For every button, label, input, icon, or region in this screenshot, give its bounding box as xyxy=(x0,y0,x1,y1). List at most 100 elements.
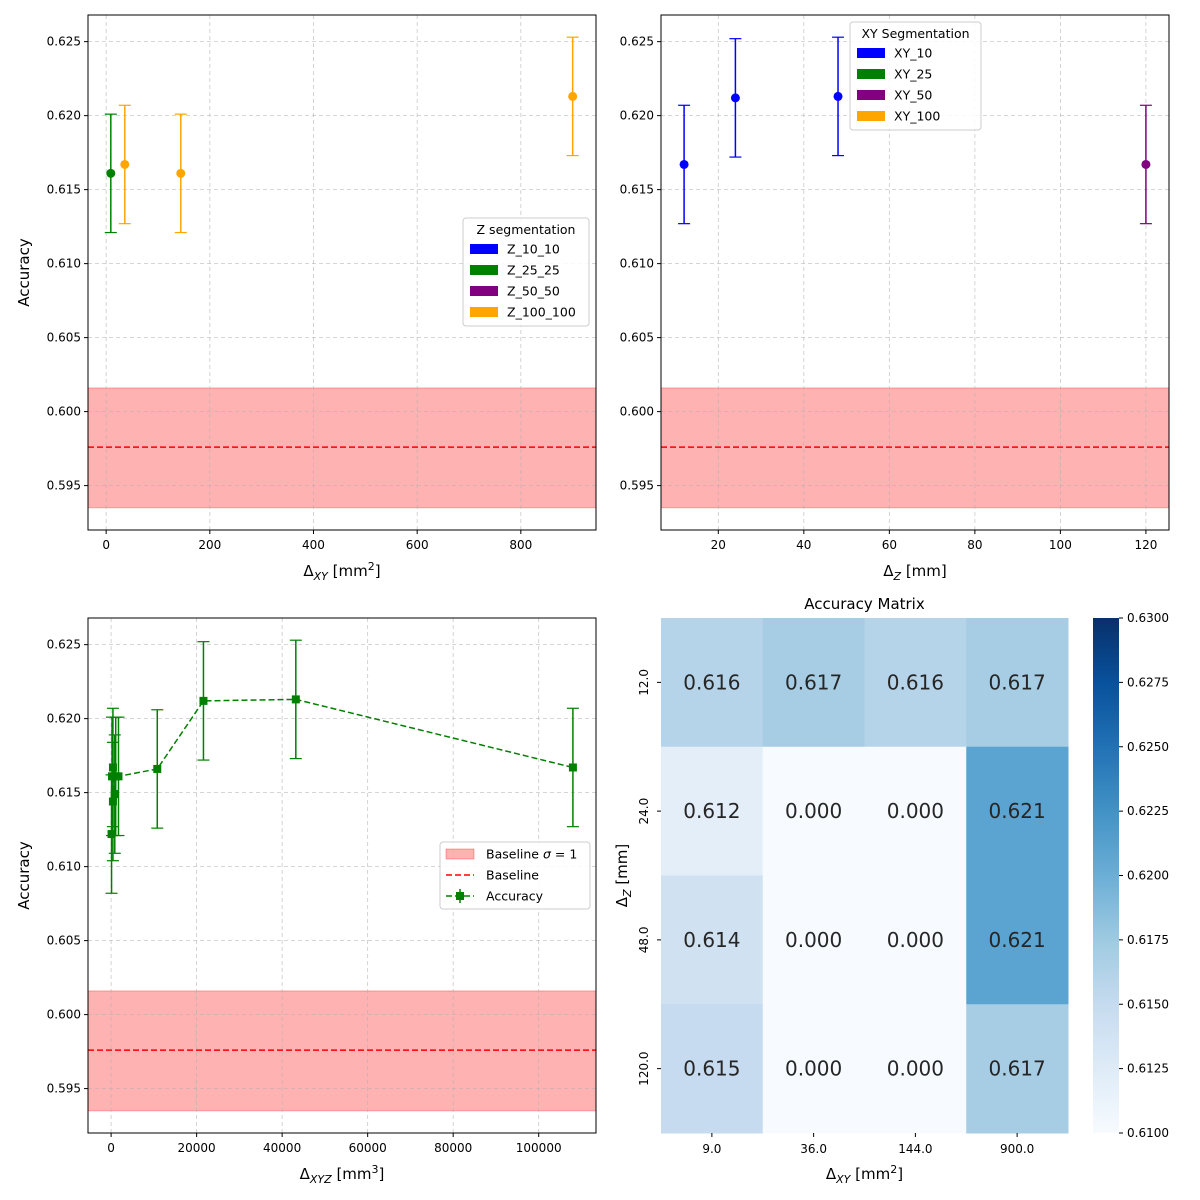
legend: XY Segmentation XY_10 XY_25 XY_50 XY_100 xyxy=(849,21,982,131)
heatmap-cell xyxy=(661,618,764,748)
colorbar-tick-label: 0.6175 xyxy=(1127,933,1169,947)
series-point-3 xyxy=(108,797,117,806)
series-point-8 xyxy=(153,764,162,773)
heatmap-cell-label: 0.000 xyxy=(887,928,944,952)
heatmap-cell xyxy=(661,875,764,1005)
x-tick-label: 60000 xyxy=(349,1141,387,1155)
colorbar xyxy=(1093,618,1119,1133)
legend-swatch xyxy=(857,90,885,100)
y-tick-label: 0.620 xyxy=(47,109,81,123)
series-point-10 xyxy=(291,695,300,704)
heatmap-title: Accuracy Matrix xyxy=(804,595,925,613)
heatmap-cell xyxy=(966,875,1069,1005)
heatmap-cell-label: 0.000 xyxy=(785,799,842,823)
heatmap-cell xyxy=(864,746,967,876)
y-tick-label: 0.610 xyxy=(620,257,654,271)
axes-frame xyxy=(660,14,1170,531)
heatmap-cell-label: 0.617 xyxy=(988,1057,1045,1081)
x-tick-label: 100 xyxy=(1049,538,1072,552)
x-axis-label: ΔXY [mm2] xyxy=(826,1163,903,1186)
legend-swatch xyxy=(456,892,464,900)
x-tick-label: 200 xyxy=(198,538,221,552)
legend-swatch xyxy=(857,69,885,79)
heatmap-cell-label: 0.621 xyxy=(988,799,1045,823)
x-tick-label: 40000 xyxy=(263,1141,301,1155)
panel-3: 0 20000 40000 60000 80000 100000 0.595 0.600 0.6… xyxy=(15,617,597,1186)
colorbar-tick-label: 0.6100 xyxy=(1127,1126,1169,1140)
y-axis-label: Accuracy xyxy=(15,238,33,307)
heatmap-cell xyxy=(762,618,865,748)
heatmap-cell-label: 0.000 xyxy=(785,928,842,952)
heatmap-cell xyxy=(762,1004,865,1134)
y-tick-label: 0.615 xyxy=(47,786,81,800)
data-point-1 xyxy=(106,168,116,178)
legend: Z segmentation Z_10_10 Z_25_25 Z_50_50 Z_100… xyxy=(462,217,590,327)
y-tick-label: 0.615 xyxy=(47,183,81,197)
colorbar-tick-label: 0.6250 xyxy=(1127,740,1169,754)
legend-label: Z_100_100 xyxy=(507,305,576,320)
x-axis-label: ΔXY [mm2] xyxy=(303,560,380,583)
heatmap-cell-label: 0.612 xyxy=(683,799,740,823)
heatmap-cell-label: 0.617 xyxy=(988,670,1045,694)
y-tick-label: 0.595 xyxy=(47,1082,81,1096)
y-tick-label: 0.595 xyxy=(47,479,81,493)
x-axis-label: ΔZ [mm] xyxy=(883,562,947,583)
y-tick-label: 0.605 xyxy=(620,331,654,345)
legend-label: Accuracy xyxy=(486,889,544,904)
x-tick-label: 900.0 xyxy=(1000,1142,1034,1156)
x-tick-label: 20 xyxy=(711,538,726,552)
legend-label: Z_50_50 xyxy=(507,284,560,299)
axes-frame xyxy=(87,14,597,531)
series-point-5 xyxy=(110,790,119,799)
legend-label: Baseline xyxy=(486,868,539,883)
x-tick-label: 400 xyxy=(302,538,325,552)
heatmap-cell xyxy=(864,1004,967,1134)
heatmap-cell xyxy=(864,875,967,1005)
x-tick-label: 40 xyxy=(796,538,811,552)
legend-swatch xyxy=(470,265,498,275)
heatmap-cell xyxy=(966,746,1069,876)
heatmap-cell-label: 0.621 xyxy=(988,928,1045,952)
series-point-4 xyxy=(108,763,117,772)
panel-2: 20 40 60 80 100 120 0.595 0.600 0.605 0.610 0.615 0… xyxy=(620,14,1170,583)
data-point-3 xyxy=(833,91,843,101)
colorbar-tick-label: 0.6125 xyxy=(1127,1062,1169,1076)
y-tick-label: 0.605 xyxy=(47,934,81,948)
y-tick-label: 0.605 xyxy=(47,331,81,345)
x-tick-label: 0 xyxy=(102,538,110,552)
series-point-7 xyxy=(114,772,123,781)
legend-swatch xyxy=(470,307,498,317)
y-tick-label: 0.600 xyxy=(47,1008,81,1022)
heatmap-cell-label: 0.617 xyxy=(785,670,842,694)
legend: Baseline σ = 1 Baseline Accuracy xyxy=(439,841,591,910)
y-tick-label: 12.0 xyxy=(637,669,651,696)
legend-label: Baseline σ = 1 xyxy=(486,847,577,862)
x-axis-label: ΔXYZ [mm3] xyxy=(300,1163,385,1186)
heatmap-cell-label: 0.615 xyxy=(683,1057,740,1081)
data-point-4 xyxy=(568,91,578,101)
x-tick-label: 36.0 xyxy=(800,1142,827,1156)
x-tick-label: 800 xyxy=(509,538,532,552)
data-point-4 xyxy=(1141,159,1151,169)
series-point-9 xyxy=(199,696,208,705)
heatmap-cell xyxy=(661,746,764,876)
data-point-1 xyxy=(679,159,689,169)
panel-1: 0 200 400 600 800 0.595 0.600 0.605 0.610 0.615 0.… xyxy=(15,14,597,583)
legend-label: XY_50 xyxy=(894,88,932,103)
x-tick-label: 60 xyxy=(882,538,897,552)
x-tick-label: 100000 xyxy=(516,1141,562,1155)
colorbar-tick-label: 0.6225 xyxy=(1127,804,1169,818)
legend-frame xyxy=(439,841,591,910)
y-tick-label: 24.0 xyxy=(637,798,651,825)
colorbar-tick-label: 0.6300 xyxy=(1127,611,1169,625)
legend-swatch xyxy=(470,286,498,296)
series-point-1 xyxy=(107,830,116,839)
y-tick-label: 0.620 xyxy=(47,712,81,726)
x-tick-label: 120 xyxy=(1134,538,1157,552)
colorbar-tick-label: 0.6275 xyxy=(1127,675,1169,689)
data-point-2 xyxy=(120,159,130,169)
legend-label: XY_10 xyxy=(894,46,932,61)
heatmap-cell-label: 0.616 xyxy=(887,670,944,694)
y-tick-label: 0.610 xyxy=(47,860,81,874)
heatmap-cell-label: 0.614 xyxy=(683,928,740,952)
